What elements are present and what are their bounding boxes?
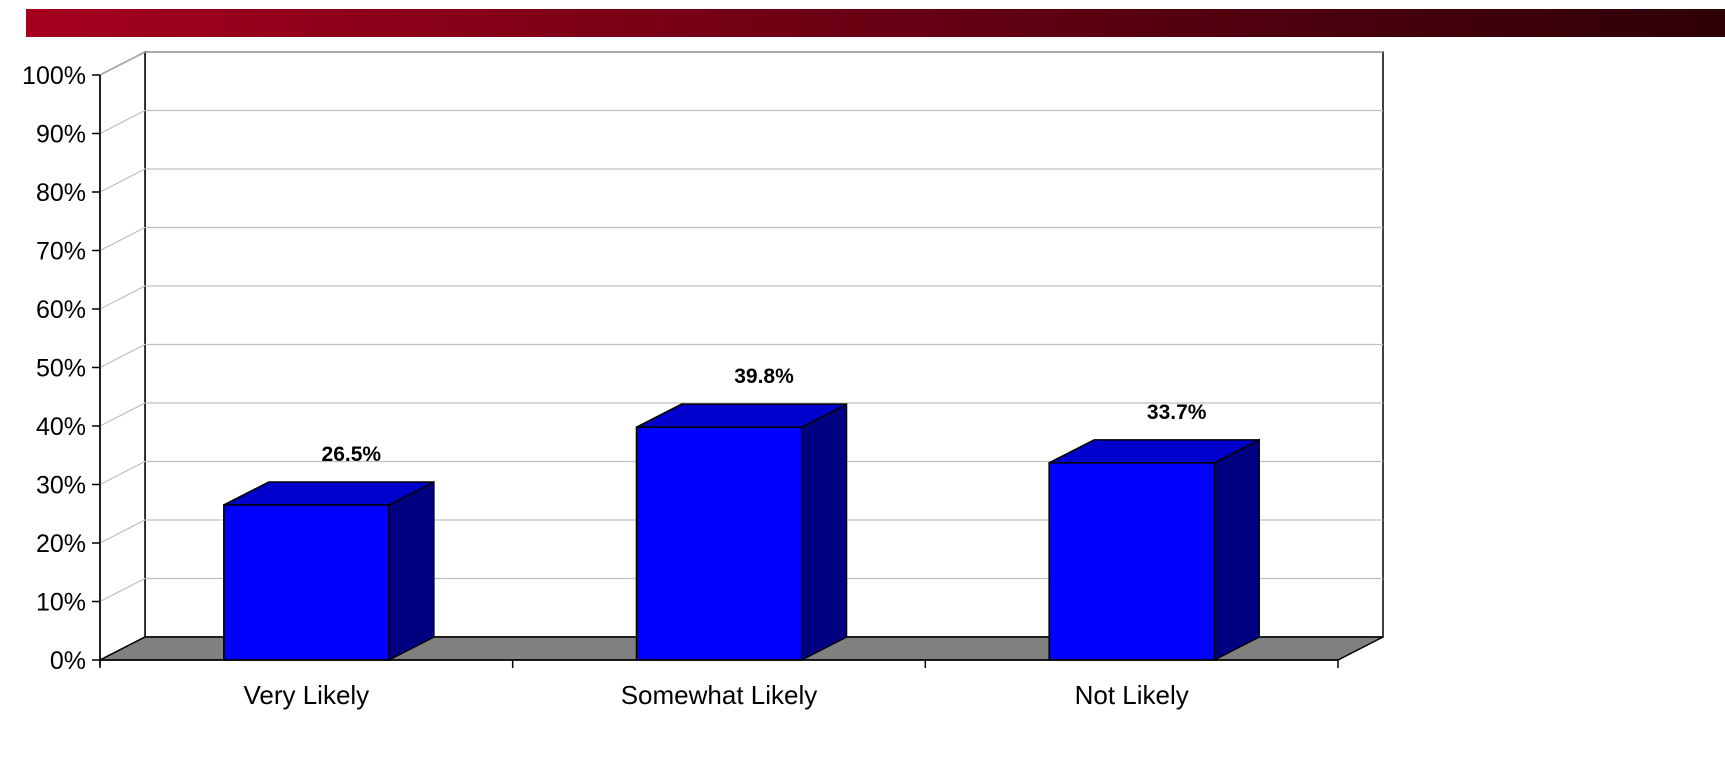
y-tick-label: 70%: [36, 238, 86, 266]
gridline: [99, 519, 1383, 544]
y-tick-label: 20%: [36, 530, 86, 558]
bar-front: [1048, 462, 1215, 661]
y-tick-label: 0%: [50, 647, 86, 675]
y-tick-label: 80%: [36, 179, 86, 207]
x-category-label: Somewhat Likely: [621, 680, 818, 710]
bar: [223, 480, 435, 662]
gridline: [99, 460, 1383, 486]
bar-front: [223, 504, 390, 661]
x-category-label: Not Likely: [1075, 680, 1189, 710]
gridline: [99, 168, 1383, 193]
gridline: [99, 402, 1383, 427]
x-category-label: Very Likely: [243, 680, 369, 710]
y-tick-label: 60%: [36, 296, 86, 324]
y-tick-label: 10%: [36, 589, 86, 617]
value-axis: 0% 10% 20% 30% 40% 50% 60% 70% 80% 90% 100%: [22, 62, 101, 675]
y-tick-label: 90%: [36, 121, 86, 149]
gridline: [99, 343, 1383, 369]
category-axis: Very Likely Somewhat Likely Not Likely: [99, 659, 1339, 710]
gridline: [99, 51, 1383, 76]
bar-side: [800, 402, 848, 662]
y-tick-label: 30%: [36, 472, 86, 500]
gridline: [99, 226, 1383, 252]
data-label: 33.7%: [1147, 401, 1207, 424]
gridlines: [99, 51, 1383, 603]
bar-side: [388, 480, 435, 662]
y-tick-label: 50%: [36, 355, 86, 383]
bar: [1048, 438, 1260, 662]
bar: [635, 402, 848, 662]
y-tick-label: 40%: [36, 413, 86, 441]
gridline: [99, 109, 1383, 135]
data-label: 39.8%: [734, 365, 794, 388]
y-tick-label: 100%: [22, 62, 86, 90]
data-labels: 26.5% 39.8% 33.7%: [322, 365, 1207, 466]
bar-front: [635, 426, 803, 661]
bar-series: [223, 402, 1260, 662]
header-banner: [26, 9, 1725, 37]
gridline: [99, 577, 1383, 603]
data-label: 26.5%: [322, 443, 382, 466]
bar-side: [1213, 438, 1260, 662]
gridline: [99, 285, 1383, 310]
